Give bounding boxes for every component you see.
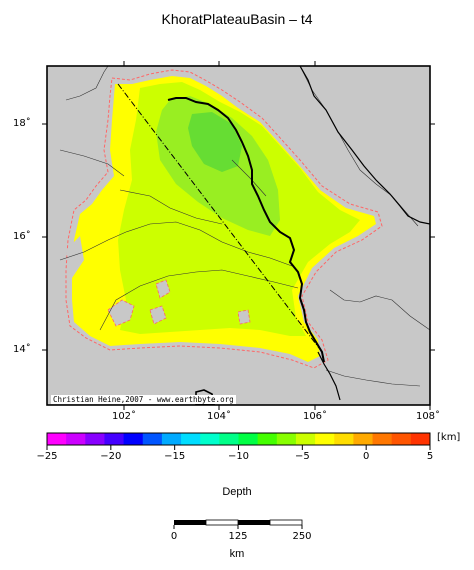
colorbar-cell [123,433,144,445]
colorbar-tick-label: 5 [426,451,434,462]
colorbar-cell [372,433,393,445]
colorbar-title: Depth [222,486,252,498]
basin-fill-dark-green [188,112,242,172]
colorbar-cell [391,433,412,445]
colorbar-tick-label: −25 [36,451,58,462]
basin-hole-2 [149,305,167,325]
scale-unit: km [229,548,245,560]
colorbar-cell [104,433,125,445]
basin-hole-1 [107,299,135,327]
colorbar-cell [66,433,86,445]
colorbar-cell [276,433,297,445]
lon-label-106: 106˚ [302,411,328,422]
lon-label-104: 104˚ [206,411,232,422]
credit-text: Christian Heine,2007 - www.earthbyte.org [51,395,236,404]
lat-label-14: 14˚ [13,344,31,355]
colorbar-tick-label: −15 [164,451,186,462]
basin-hole-3 [155,279,171,299]
scale-bar [173,519,303,529]
colorbar-cell [334,433,354,445]
lon-ticks [123,61,431,410]
coastline-south [317,351,341,401]
colorbar-unit: [km] [437,432,461,443]
colorbar-cell [410,433,431,445]
colorbar-cell [295,433,316,445]
lon-label-102: 102˚ [111,411,137,422]
scale-label-125: 125 [228,531,248,542]
colorbar-cell [200,433,220,445]
lat-ticks [42,123,435,351]
colorbar-tick-label: −5 [294,451,310,462]
colorbar-cell [47,433,67,445]
scale-label-0: 0 [170,531,178,542]
colorbar-tick-label: −10 [227,451,250,462]
colorbar-cell [315,433,335,445]
river-lines [59,66,430,387]
colorbar-cell [257,433,278,445]
basin-hole-4 [237,309,251,325]
mekong-river [167,97,325,363]
lon-label-108: 108˚ [415,411,441,422]
profile-line [117,83,323,353]
colorbar-cell [85,433,105,445]
colorbar-cell [181,433,201,445]
colorbar-cell [219,433,239,445]
colorbar-cell [353,433,374,445]
map-title: KhoratPlateauBasin – t4 [161,11,313,27]
scale-label-250: 250 [292,531,312,542]
basin-notch-west [66,236,84,278]
colorbar-cell [142,433,163,445]
colorbar-tick-marks [46,445,431,450]
basin-outline [65,69,383,369]
lat-label-18: 18˚ [13,118,31,129]
colorbar-cell [161,433,182,445]
colorbar-tick-label: −20 [100,451,122,462]
colorbar-tick-label: 0 [362,451,370,462]
colorbar-cell [238,433,259,445]
colorbar-cells [47,433,431,445]
map-frame [46,65,431,406]
coastline [299,66,430,225]
lat-label-16: 16˚ [13,231,31,242]
